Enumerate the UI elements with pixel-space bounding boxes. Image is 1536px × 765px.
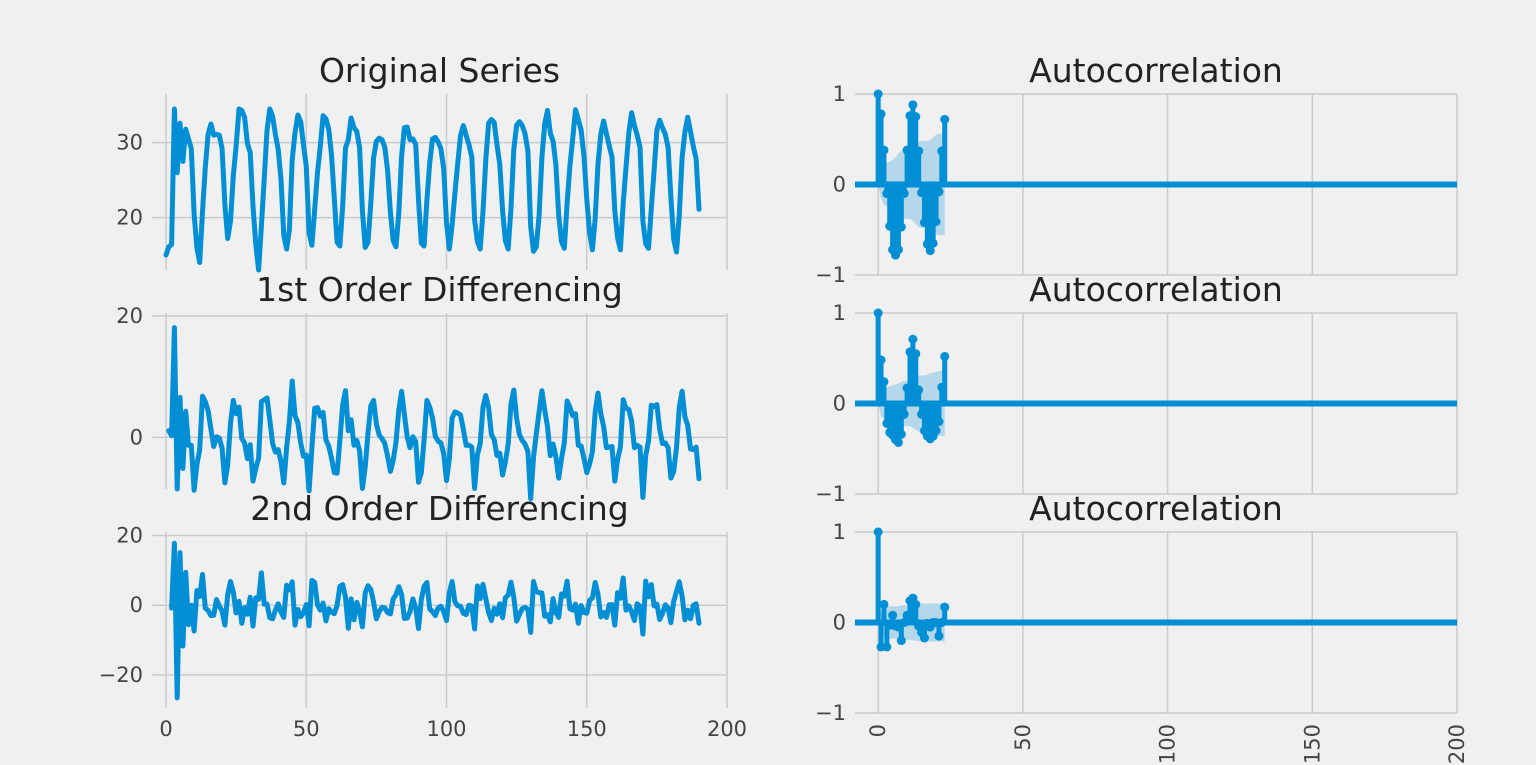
series-line xyxy=(169,540,702,701)
acf-marker xyxy=(896,429,906,439)
acf-marker xyxy=(940,114,950,124)
y-tick-label: −1 xyxy=(815,482,846,506)
acf-marker xyxy=(876,355,886,365)
x-tick-label: 0 xyxy=(159,717,172,741)
subplot-title: 1st Order Differencing xyxy=(256,270,623,309)
acf-marker xyxy=(888,610,898,620)
acf-marker xyxy=(879,377,889,387)
x-tick-label: 200 xyxy=(1445,724,1469,764)
acf-marker xyxy=(899,409,909,419)
acf-marker xyxy=(893,437,903,447)
acf-marker xyxy=(931,217,941,227)
acf-marker xyxy=(896,222,906,232)
acf-marker xyxy=(899,189,909,199)
subplot-title: Autocorrelation xyxy=(1029,489,1283,528)
acf-marker xyxy=(919,633,929,643)
acf-marker xyxy=(873,527,883,537)
y-tick-label: 20 xyxy=(116,304,143,328)
acf-marker xyxy=(893,245,903,255)
subplot-6: −1 0 1 0 50 100 150 200 Autocorrelation xyxy=(815,489,1469,764)
acf-marker xyxy=(911,599,921,609)
y-tick-label: 1 xyxy=(833,82,846,106)
y-tick-label: 1 xyxy=(833,520,846,544)
subplot-5: −1 0 1 Autocorrelation xyxy=(815,270,1458,506)
x-tick-label: 100 xyxy=(426,717,466,741)
y-tick-label: 1 xyxy=(833,301,846,325)
acf-marker xyxy=(896,636,906,646)
subplot-title: 2nd Order Differencing xyxy=(250,489,628,528)
subplot-2: 0 20 1st Order Differencing xyxy=(116,270,728,502)
x-tick-label: 200 xyxy=(707,717,747,741)
acf-marker xyxy=(940,351,950,361)
y-tick-label: 0 xyxy=(130,425,143,449)
acf-marker xyxy=(928,238,938,248)
x-tick-label: 50 xyxy=(293,717,320,741)
y-tick-label: 30 xyxy=(116,131,143,155)
acf-marker xyxy=(908,334,918,344)
acf-marker xyxy=(879,599,889,609)
x-tick-label: 100 xyxy=(1156,724,1180,764)
acf-marker xyxy=(914,146,924,156)
y-tick-label: −1 xyxy=(815,701,846,725)
acf-marker xyxy=(931,426,941,436)
y-tick-label: 20 xyxy=(116,523,143,547)
x-tick-label: 0 xyxy=(866,724,890,737)
subplot-title: Original Series xyxy=(319,51,560,90)
subplot-4: −1 0 1 Autocorrelation xyxy=(815,51,1458,287)
y-tick-label: 0 xyxy=(833,173,846,197)
acf-marker xyxy=(911,349,921,359)
series-line xyxy=(163,106,702,273)
acf-marker xyxy=(873,89,883,99)
subplot-title: Autocorrelation xyxy=(1029,51,1283,90)
x-tick-label: 50 xyxy=(1011,724,1035,751)
y-tick-label: −1 xyxy=(815,263,846,287)
acf-marker xyxy=(911,112,921,122)
acf-marker xyxy=(876,109,886,119)
x-tick-label: 150 xyxy=(1300,724,1324,764)
y-tick-label: −20 xyxy=(99,663,143,687)
acf-marker xyxy=(873,308,883,318)
y-tick-label: 0 xyxy=(833,611,846,635)
acf-marker xyxy=(882,642,892,652)
acf-marker xyxy=(879,145,889,155)
acf-marker xyxy=(908,100,918,110)
acf-marker xyxy=(940,602,950,612)
x-tick-label: 150 xyxy=(567,717,607,741)
y-tick-label: 0 xyxy=(130,593,143,617)
acf-marker xyxy=(934,631,944,641)
subplot-1: 20 30 Original Series xyxy=(116,51,728,273)
acf-marker xyxy=(914,385,924,395)
acf-marker xyxy=(925,246,935,256)
acf-marker xyxy=(934,417,944,427)
y-tick-label: 20 xyxy=(116,206,143,230)
series-line xyxy=(166,325,702,502)
subplot-title: Autocorrelation xyxy=(1029,270,1283,309)
acf-marker xyxy=(934,187,944,197)
y-tick-label: 0 xyxy=(833,392,846,416)
